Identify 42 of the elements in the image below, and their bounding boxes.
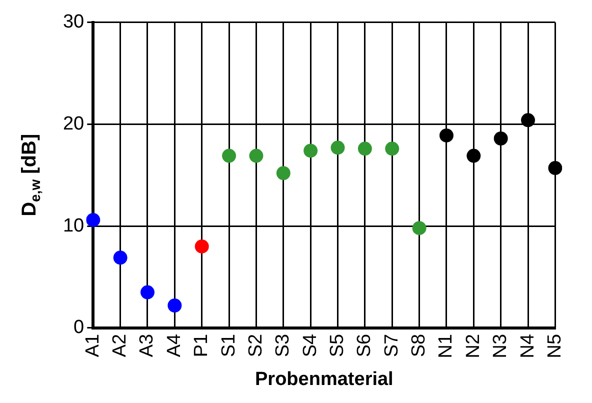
x-tick-label: P1: [191, 334, 212, 358]
point: [168, 298, 182, 313]
x-tick-label: S2: [245, 334, 266, 358]
y-tick-label: 10: [62, 215, 84, 236]
x-tick-label: S7: [381, 334, 402, 358]
x-tick-label: N2: [462, 334, 484, 358]
x-tick-label: A1: [82, 334, 104, 358]
x-tick-label: A2: [110, 334, 131, 358]
point: [276, 166, 290, 180]
point: [330, 140, 345, 155]
x-tick-label: S1: [218, 334, 240, 358]
point: [86, 212, 100, 227]
point: [249, 148, 264, 163]
point: [521, 113, 536, 128]
x-tick-label: N1: [436, 334, 457, 358]
point: [194, 239, 209, 254]
x-tick-label: S6: [354, 334, 376, 358]
y-axis-title: De,w [dB]: [18, 134, 43, 216]
y-tick-label: 0: [74, 317, 84, 338]
y-tick-label: 20: [62, 113, 84, 134]
point: [548, 161, 562, 176]
x-tick-label: N5: [544, 334, 566, 358]
x-tick-label: S5: [326, 334, 348, 358]
x-tick-label: S4: [300, 333, 321, 358]
x-axis-title: Probenmaterial: [255, 368, 394, 390]
point: [113, 250, 128, 265]
point: [304, 144, 318, 158]
x-tick-label: A3: [136, 334, 158, 358]
x-tick-label: S8: [408, 334, 430, 358]
x-tick-label: S3: [272, 334, 294, 358]
point: [412, 221, 426, 236]
point: [222, 148, 236, 163]
x-tick-label: A4: [164, 333, 185, 358]
x-tick-label: N4: [517, 333, 538, 358]
x-tick-label: N3: [490, 334, 512, 358]
point: [439, 128, 454, 142]
point: [494, 131, 508, 146]
point: [385, 142, 400, 156]
point: [140, 285, 154, 300]
point: [358, 142, 372, 156]
y-tick-label: 30: [62, 12, 84, 33]
point: [466, 148, 481, 163]
